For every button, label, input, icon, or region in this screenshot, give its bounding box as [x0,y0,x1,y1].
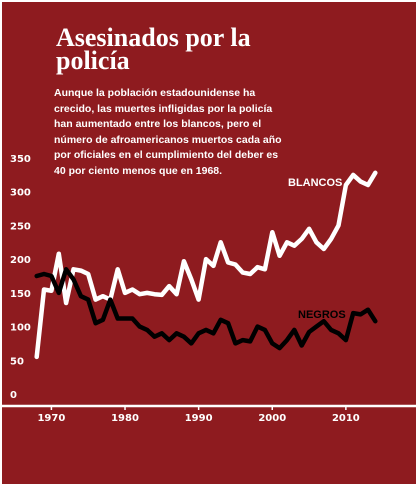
y-tick-label: 150 [10,289,31,300]
series-line-negros [34,267,378,351]
series-label-blancos: BLANCOS [288,177,342,189]
chart-plot: 0 50 100 150 200 250 300 350 1970 1980 1990 2000 201… [2,154,416,424]
x-tick-label: 1990 [185,413,213,424]
y-tick-label: 0 [10,390,17,401]
y-tick-label: 50 [10,356,24,367]
chart-title: Asesinados por la policía [56,23,251,75]
x-tick-label: 1980 [111,413,139,424]
y-tick-label: 250 [10,221,31,232]
series-label-negros: NEGROS [298,309,346,321]
y-tick-label: 200 [10,255,31,266]
y-tick-label: 100 [10,323,31,334]
chart-card: Asesinados por la policía Aunque la pobl… [2,2,416,484]
x-tick-label: 2000 [258,413,286,424]
x-tick-label: 2010 [332,413,360,424]
series-line-blancos [34,170,378,360]
chart-subtitle: Aunque la población estadounidense ha cr… [54,87,282,177]
x-tick-label: 1970 [37,413,65,424]
y-tick-label: 350 [10,154,31,165]
y-tick-label: 300 [10,188,31,199]
